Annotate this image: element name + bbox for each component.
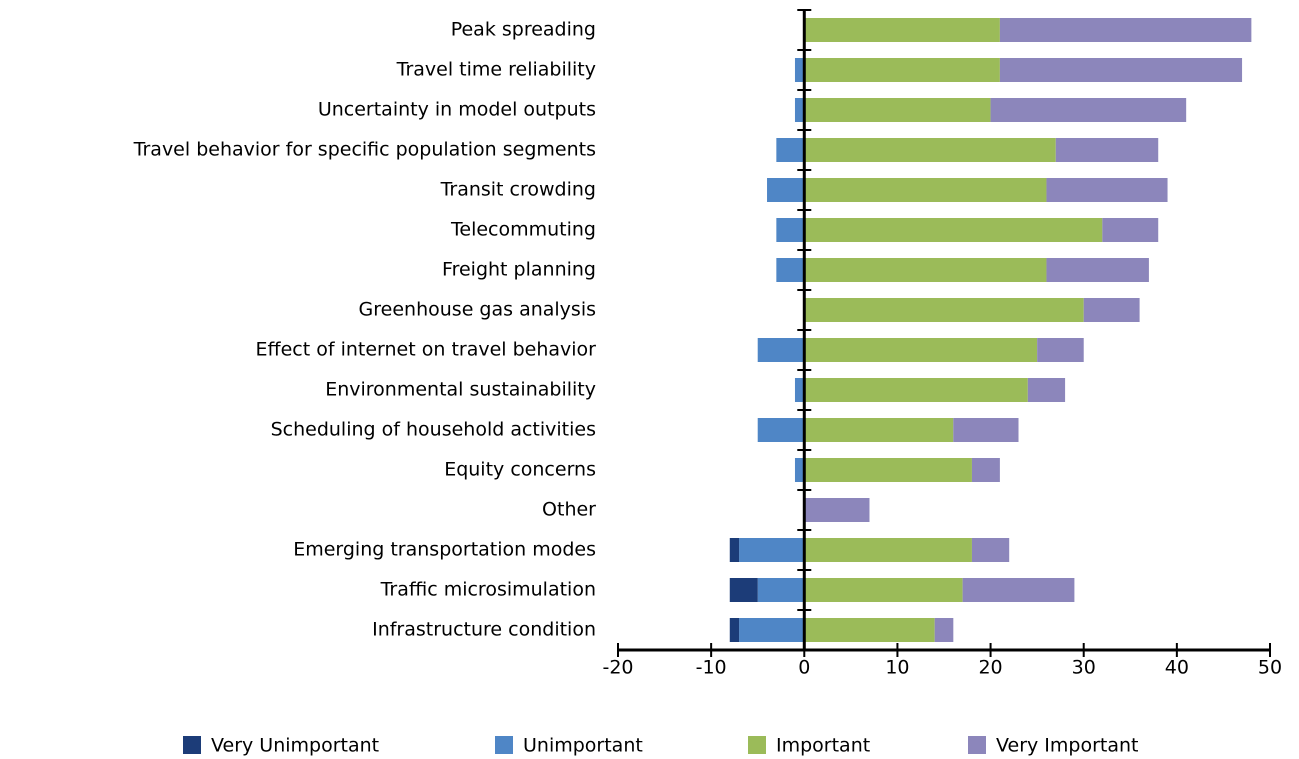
bar-segment	[1037, 338, 1084, 362]
x-tick-label: 20	[978, 657, 1002, 679]
bar-segment	[934, 618, 954, 642]
bar-segment	[804, 578, 963, 602]
bar-segment	[757, 338, 805, 362]
category-label: Equity concerns	[444, 459, 596, 481]
bar-segment	[729, 618, 740, 642]
bar-segment	[1083, 298, 1140, 322]
bar-segment	[804, 418, 954, 442]
bar-segment	[971, 458, 1000, 482]
bar-segment	[757, 578, 805, 602]
bar-segment	[739, 618, 805, 642]
bar-segment	[776, 258, 805, 282]
legend-label: Very Important	[996, 735, 1139, 757]
bar-segment	[739, 538, 805, 562]
bar-segment	[776, 138, 805, 162]
legend-label: Very Unimportant	[211, 735, 379, 757]
category-label: Greenhouse gas analysis	[359, 299, 596, 321]
bar-segment	[757, 418, 805, 442]
legend-swatch	[748, 736, 766, 754]
category-label: Effect of internet on travel behavior	[256, 339, 597, 361]
bar-segment	[804, 458, 972, 482]
bar-segment	[1046, 178, 1168, 202]
bar-segment	[999, 18, 1252, 42]
category-label: Peak spreading	[451, 19, 596, 41]
bar-segment	[804, 338, 1038, 362]
legend-label: Important	[776, 735, 870, 757]
x-tick-label: 30	[1072, 657, 1096, 679]
bar-segment	[776, 218, 805, 242]
category-label: Scheduling of household activities	[271, 419, 596, 441]
category-label: Telecommuting	[450, 219, 596, 241]
category-label: Uncertainty in model outputs	[318, 99, 596, 121]
bar-segment	[999, 58, 1243, 82]
bar-segment	[990, 98, 1187, 122]
bar-segment	[794, 98, 805, 122]
x-tick-label: 50	[1258, 657, 1282, 679]
category-label: Environmental sustainability	[325, 379, 596, 401]
bar-segment	[804, 58, 1000, 82]
x-tick-label: -20	[602, 657, 633, 679]
legend-swatch	[495, 736, 513, 754]
bar-segment	[1102, 218, 1159, 242]
x-tick-label: 40	[1165, 657, 1189, 679]
category-label: Infrastructure condition	[372, 619, 596, 641]
x-tick-label: 0	[798, 657, 810, 679]
bar-segment	[804, 498, 870, 522]
bar-segment	[804, 178, 1047, 202]
bar-segment	[804, 98, 991, 122]
bar-segment	[729, 578, 758, 602]
legend-swatch	[183, 736, 201, 754]
category-label: Travel time reliability	[396, 59, 596, 81]
category-label: Transit crowding	[440, 179, 596, 201]
category-label: Emerging transportation modes	[293, 539, 596, 561]
bar-segment	[729, 538, 740, 562]
bar-segment	[767, 178, 805, 202]
bar-segment	[794, 378, 805, 402]
bar-segment	[804, 538, 972, 562]
category-label: Traffic microsimulation	[380, 579, 596, 601]
bar-segment	[962, 578, 1075, 602]
bar-segment	[794, 58, 805, 82]
bar-segment	[1046, 258, 1149, 282]
bar-segment	[953, 418, 1019, 442]
bar-segment	[804, 378, 1028, 402]
category-label: Other	[542, 499, 596, 521]
bar-segment	[804, 298, 1084, 322]
bar-segment	[971, 538, 1010, 562]
bar-segment	[1027, 378, 1066, 402]
category-label: Travel behavior for specific population …	[133, 139, 596, 161]
bar-segment	[804, 618, 935, 642]
legend-label: Unimportant	[523, 735, 643, 757]
bar-segment	[804, 18, 1000, 42]
legend-swatch	[968, 736, 986, 754]
x-tick-label: 10	[885, 657, 909, 679]
bar-segment	[1055, 138, 1159, 162]
bar-segment	[794, 458, 805, 482]
bar-segment	[804, 258, 1047, 282]
bar-segment	[804, 218, 1103, 242]
category-label: Freight planning	[442, 259, 596, 281]
x-tick-label: -10	[696, 657, 727, 679]
bar-segment	[804, 138, 1056, 162]
